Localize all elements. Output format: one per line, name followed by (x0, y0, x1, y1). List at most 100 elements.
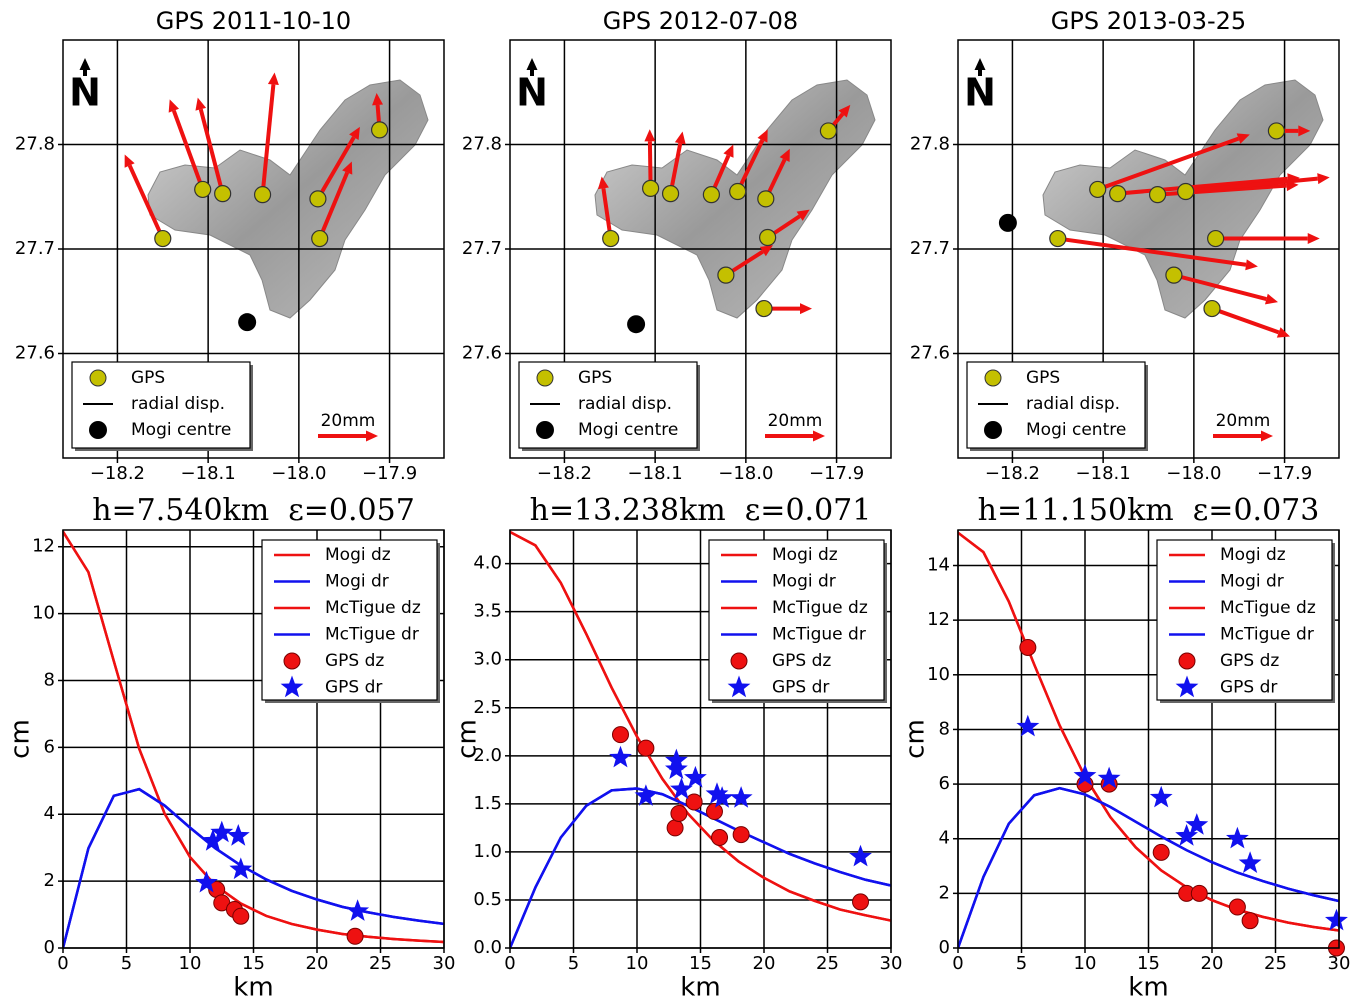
gps-dr-point (1016, 715, 1039, 737)
gps-station (155, 231, 171, 247)
legend-label: GPS (1026, 368, 1060, 388)
arrow-head (1277, 327, 1290, 337)
x-tick-label: −18.2 (90, 463, 145, 484)
legend-marker (284, 653, 300, 669)
gps-dz-point (612, 727, 628, 743)
gps-station (195, 181, 211, 197)
gps-dr-point (227, 824, 250, 846)
y-tick-label: 27.6 (462, 343, 502, 364)
legend-label: GPS (578, 368, 612, 388)
gps-dz-point (686, 794, 702, 810)
legend-label: GPS dz (1220, 651, 1279, 671)
arrow-head (675, 132, 686, 145)
gps-dr-point (684, 766, 707, 788)
legend-label: Mogi dz (325, 545, 391, 565)
y-tick-label: 4 (939, 828, 950, 849)
gps-dr-point (1325, 909, 1348, 931)
gps-dz-point (1229, 899, 1245, 915)
y-tick-label: 0 (939, 937, 950, 958)
gps-station (372, 122, 388, 138)
y-tick-label: 8 (939, 718, 950, 739)
legend-label: Mogi dr (1220, 572, 1284, 592)
x-tick-label: −18.2 (537, 463, 592, 484)
legend-marker (536, 421, 554, 439)
y-tick-label: 1.0 (473, 841, 502, 862)
arrow-head (800, 303, 812, 314)
y-tick-label: 2 (939, 882, 950, 903)
x-tick-label: −18.1 (181, 463, 236, 484)
y-tick-label: 27.6 (910, 343, 950, 364)
y-tick-label: 8 (44, 669, 55, 690)
arrow (318, 431, 378, 442)
gps-station (1090, 181, 1106, 197)
x-tick-label: 25 (816, 953, 839, 974)
y-tick-label: 12 (32, 536, 55, 557)
panel-title: GPS 2013-03-25 (1051, 7, 1246, 35)
arrow-head (268, 73, 279, 85)
y-tick-label: 6 (44, 736, 55, 757)
arrow-head (195, 98, 206, 111)
gps-dr-point (1239, 851, 1262, 873)
gps-station (1150, 187, 1166, 203)
gps-dr-point (346, 899, 369, 921)
panel-title: h=13.238km ε=0.071 (530, 493, 872, 528)
legend-label: Mogi centre (1026, 420, 1126, 440)
gps-station (603, 231, 619, 247)
y-tick-label: 27.8 (15, 134, 55, 155)
arrow-head (527, 58, 538, 70)
y-tick-label: 3.0 (473, 649, 502, 670)
y-tick-label: 12 (927, 609, 950, 630)
gps-station (703, 187, 719, 203)
gps-station (760, 230, 776, 246)
x-tick-label: 30 (1328, 953, 1351, 974)
legend-label: Mogi dz (1220, 545, 1286, 565)
legend-marker (731, 653, 747, 669)
y-tick-label: 0.5 (473, 889, 502, 910)
y-tick-label: 10 (927, 664, 950, 685)
scale-label: 20mm (321, 411, 376, 431)
legend-label: Mogi centre (131, 420, 231, 440)
gps-dr-point (1226, 827, 1249, 849)
panel-title: h=11.150km ε=0.073 (978, 493, 1320, 528)
legend-label: GPS dr (772, 678, 829, 698)
gps-dz-point (1153, 844, 1169, 860)
legend-label: McTigue dr (772, 625, 866, 645)
gps-station (1204, 301, 1220, 317)
legend-label: McTigue dr (325, 625, 419, 645)
panel: h=7.540km ε=0.057051015202530024681012km… (6, 493, 456, 1002)
arrow-head (1265, 294, 1278, 305)
x-tick-label: −17.9 (1257, 463, 1312, 484)
gps-dz-point (233, 908, 249, 924)
legend-label: GPS dz (772, 651, 831, 671)
y-tick-label: 1.5 (473, 793, 502, 814)
gps-station (730, 184, 746, 200)
gps-dr-point (849, 845, 872, 867)
arrow (765, 431, 825, 442)
legend-marker (985, 370, 1001, 386)
y-tick-label: 4.0 (473, 553, 502, 574)
x-axis-label: km (680, 973, 720, 1002)
legend-label: GPS (131, 368, 165, 388)
gps-station (1166, 267, 1182, 283)
x-tick-label: −18.2 (985, 463, 1040, 484)
x-tick-label: −17.9 (362, 463, 417, 484)
gps-station (663, 186, 679, 202)
x-tick-label: 0 (952, 953, 963, 974)
arrow-head (1261, 431, 1273, 442)
arrow-shaft (1212, 309, 1279, 333)
panel: h=11.150km ε=0.0730510152025300246810121… (901, 493, 1351, 1002)
gps-station (310, 191, 326, 207)
legend-label: McTigue dr (1220, 625, 1314, 645)
mogi-centre (627, 315, 645, 333)
legend-label: Mogi dr (772, 572, 836, 592)
gps-station (312, 231, 328, 247)
arrow-head (169, 99, 179, 112)
x-tick-label: −18.0 (271, 463, 326, 484)
legend-label: radial disp. (1026, 394, 1120, 414)
gps-station (820, 123, 836, 139)
x-tick-label: 25 (1264, 953, 1287, 974)
x-tick-label: 25 (369, 953, 392, 974)
gps-dz-point (706, 804, 722, 820)
gps-dz-point (712, 829, 728, 845)
legend-marker (89, 421, 107, 439)
